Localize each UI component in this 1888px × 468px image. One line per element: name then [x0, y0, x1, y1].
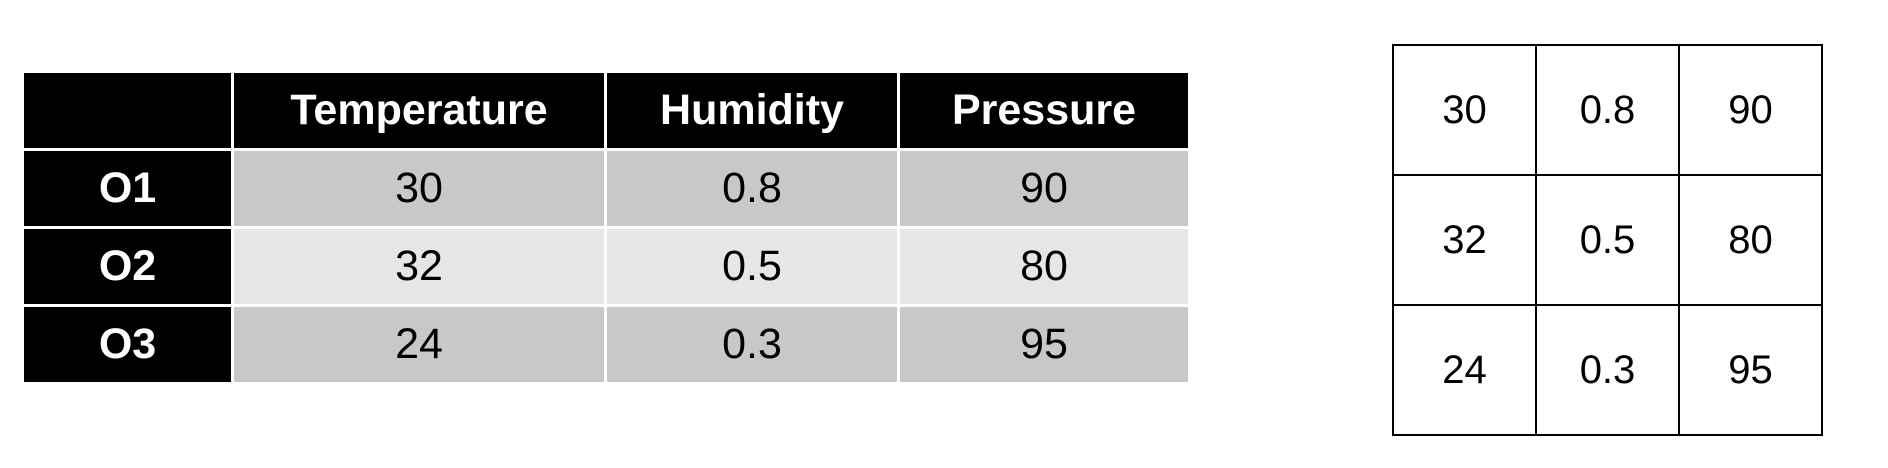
table-cell: 0.8 [607, 151, 897, 226]
table-cell: 90 [900, 151, 1188, 226]
header-pressure: Pressure [900, 73, 1188, 148]
value-matrix: 30 0.8 90 32 0.5 80 24 0.3 95 [1392, 44, 1823, 436]
matrix-cell: 95 [1678, 304, 1823, 436]
matrix-cell: 30 [1392, 44, 1537, 176]
table-cell: 32 [234, 229, 604, 304]
matrix-row: 24 0.3 95 [1392, 304, 1823, 436]
matrix-cell: 32 [1392, 174, 1537, 306]
row-label-o1: O1 [24, 151, 231, 226]
table-row: O2 32 0.5 80 [24, 229, 1188, 304]
matrix-row: 30 0.8 90 [1392, 44, 1823, 176]
header-humidity: Humidity [607, 73, 897, 148]
table-cell: 30 [234, 151, 604, 226]
table-cell: 0.5 [607, 229, 897, 304]
corner-cell [24, 73, 231, 148]
matrix-row: 32 0.5 80 [1392, 174, 1823, 306]
table-header-row: Temperature Humidity Pressure [24, 73, 1188, 148]
table-row: O1 30 0.8 90 [24, 151, 1188, 226]
table-cell: 0.3 [607, 307, 897, 382]
table-cell: 24 [234, 307, 604, 382]
matrix-cell: 90 [1678, 44, 1823, 176]
table-cell: 95 [900, 307, 1188, 382]
row-label-o2: O2 [24, 229, 231, 304]
header-temperature: Temperature [234, 73, 604, 148]
observation-table: Temperature Humidity Pressure O1 30 0.8 … [21, 70, 1191, 385]
matrix-cell: 80 [1678, 174, 1823, 306]
table-row: O3 24 0.3 95 [24, 307, 1188, 382]
matrix-cell: 0.5 [1535, 174, 1680, 306]
table-cell: 80 [900, 229, 1188, 304]
matrix-cell: 24 [1392, 304, 1537, 436]
row-label-o3: O3 [24, 307, 231, 382]
matrix-cell: 0.8 [1535, 44, 1680, 176]
matrix-cell: 0.3 [1535, 304, 1680, 436]
